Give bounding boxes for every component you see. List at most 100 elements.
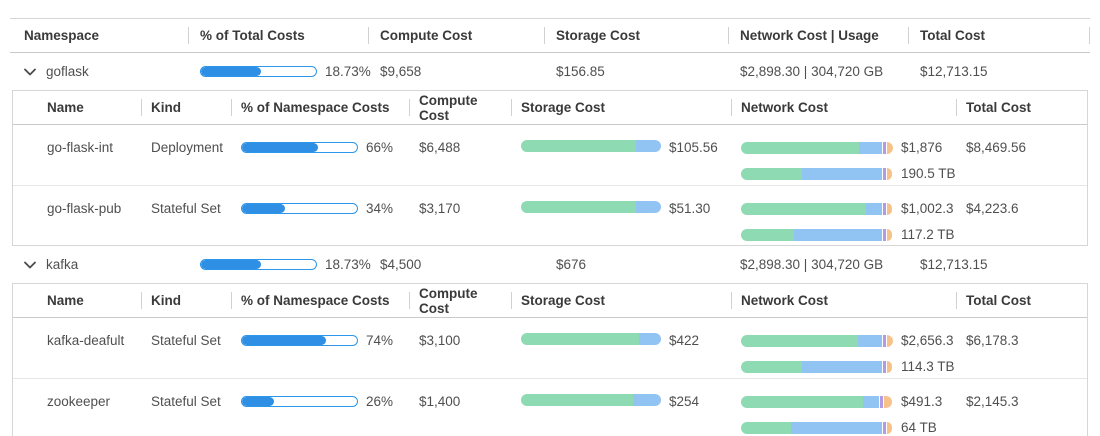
storage-bar-segment-green	[521, 201, 636, 213]
network-bar-segment-purple	[883, 202, 887, 215]
workload-row-zookeeper[interactable]: zookeeper Stateful Set 26% $1,400 $254	[13, 378, 1087, 436]
network-bar-segment-purple	[883, 167, 887, 180]
column-header-storage-cost: Storage Cost	[544, 19, 728, 52]
workload-table-kafka: Name Kind % of Namespace Costs Compute C…	[12, 283, 1088, 436]
total-cost-value: $12,713.15	[920, 257, 988, 272]
percent-label: 26%	[366, 394, 394, 409]
percent-label: 18.73%	[325, 64, 371, 79]
network-bar-segment-orange	[886, 141, 893, 154]
column-header-compute-cost: Compute Cost	[409, 284, 511, 317]
network-bar-segment-blue	[794, 228, 883, 241]
network-bar-segment-purple	[880, 395, 884, 408]
storage-cost-value: $156.85	[556, 64, 605, 79]
workload-row-go-flask-int[interactable]: go-flask-int Deployment 66% $6,488 $105.…	[13, 125, 1087, 185]
network-cost-bar	[741, 395, 893, 408]
network-usage-bar	[741, 167, 893, 180]
network-bar-segment-orange	[887, 360, 892, 373]
namespace-row-kafka[interactable]: kafka 18.73% $4,500 $676 $2,898.30 | 304…	[10, 246, 1090, 283]
percent-bar-fill	[201, 67, 261, 76]
workload-row-go-flask-pub[interactable]: go-flask-pub Stateful Set 34% $3,170 $51…	[13, 185, 1087, 245]
network-usage-value: 117.2 TB	[901, 227, 955, 242]
storage-cost-value: $254	[669, 394, 700, 409]
network-bar-segment-purple	[882, 334, 886, 347]
network-bar-segment-purple	[882, 141, 886, 154]
column-header-compute-cost: Compute Cost	[409, 91, 511, 124]
storage-cost-value: $422	[669, 333, 700, 348]
network-bar-segment-blue	[791, 421, 883, 434]
storage-bar-segment-blue	[638, 333, 661, 345]
workload-name: zookeeper	[47, 394, 111, 409]
column-header-kind: Kind	[141, 91, 231, 124]
storage-bar-segment-blue	[633, 394, 661, 406]
network-bar-segment-green	[741, 360, 802, 373]
percent-total-costs-bar	[200, 259, 317, 270]
chevron-down-icon[interactable]	[24, 261, 36, 269]
workload-kind: Deployment	[151, 140, 224, 155]
network-bar-segment-orange	[884, 395, 892, 408]
percent-total-costs-bar	[200, 66, 317, 77]
total-cost-value: $6,178.3	[966, 333, 1019, 348]
compute-cost-value: $3,170	[419, 201, 461, 216]
network-bar-segment-blue	[801, 360, 883, 373]
workload-name: kafka-deafult	[47, 333, 125, 348]
column-header-storage-cost: Storage Cost	[511, 284, 731, 317]
network-bar-segment-green	[741, 202, 866, 215]
network-usage-value: 64 TB	[901, 420, 937, 435]
namespace-row-goflask[interactable]: goflask 18.73% $9,658 $156.85 $2,898.30 …	[10, 53, 1090, 90]
storage-bar-segment-green	[521, 140, 636, 152]
network-bar-segment-orange	[886, 334, 893, 347]
namespace-name: goflask	[46, 64, 89, 79]
compute-cost-value: $9,658	[380, 64, 422, 79]
network-usage-bar	[741, 421, 893, 434]
percent-label: 66%	[366, 140, 394, 155]
workload-row-kafka-deafult[interactable]: kafka-deafult Stateful Set 74% $3,100 $4…	[13, 318, 1087, 378]
network-bar-segment-orange	[887, 421, 892, 434]
workload-table-goflask: Name Kind % of Namespace Costs Compute C…	[12, 90, 1088, 246]
workload-name: go-flask-pub	[47, 201, 122, 216]
compute-cost-value: $3,100	[419, 333, 461, 348]
storage-cost-value: $105.56	[669, 140, 718, 155]
percent-bar-fill	[201, 260, 261, 269]
network-cost-value: $1,876	[901, 140, 943, 155]
storage-cost-bar	[521, 201, 661, 213]
network-bar-segment-green	[741, 334, 858, 347]
column-header-total-cost: Total Cost	[956, 91, 1087, 124]
total-cost-value: $2,145.3	[966, 394, 1019, 409]
namespace-name: kafka	[46, 257, 79, 272]
total-cost-value: $12,713.15	[920, 64, 988, 79]
percent-namespace-costs-bar	[241, 203, 358, 214]
storage-cost-bar	[521, 140, 661, 152]
network-bar-segment-purple	[883, 228, 887, 241]
column-header-kind: Kind	[141, 284, 231, 317]
column-header-total-cost: Total Cost	[908, 19, 1090, 52]
percent-label: 74%	[366, 333, 394, 348]
network-bar-segment-blue	[862, 395, 880, 408]
network-bar-segment-green	[741, 395, 863, 408]
column-header-total-cost: Total Cost	[956, 284, 1087, 317]
percent-namespace-costs-bar	[241, 335, 358, 346]
network-bar-segment-green	[741, 421, 792, 434]
storage-bar-segment-green	[521, 333, 639, 345]
chevron-down-icon[interactable]	[24, 68, 36, 76]
network-cost-value: $1,002.3	[901, 201, 954, 216]
network-bar-segment-green	[741, 141, 860, 154]
column-header-network-cost: Network Cost	[731, 284, 956, 317]
compute-cost-value: $1,400	[419, 394, 461, 409]
column-header-pct-total-costs: % of Total Costs	[188, 19, 368, 52]
network-bar-segment-orange	[887, 228, 892, 241]
storage-bar-segment-blue	[635, 201, 661, 213]
network-bar-segment-purple	[883, 421, 887, 434]
network-usage-value: 114.3 TB	[901, 359, 955, 374]
network-bar-segment-orange	[887, 167, 892, 180]
total-cost-value: $8,469.56	[966, 140, 1027, 155]
column-header-namespace: Namespace	[24, 28, 100, 43]
column-header-pct-namespace-costs: % of Namespace Costs	[231, 91, 409, 124]
network-bar-segment-green	[741, 228, 795, 241]
percent-label: 18.73%	[325, 257, 371, 272]
network-cost-bar	[741, 334, 893, 347]
percent-namespace-costs-bar	[241, 142, 358, 153]
workload-table-header: Name Kind % of Namespace Costs Compute C…	[13, 91, 1087, 125]
column-header-storage-cost: Storage Cost	[511, 91, 731, 124]
compute-cost-value: $6,488	[419, 140, 461, 155]
